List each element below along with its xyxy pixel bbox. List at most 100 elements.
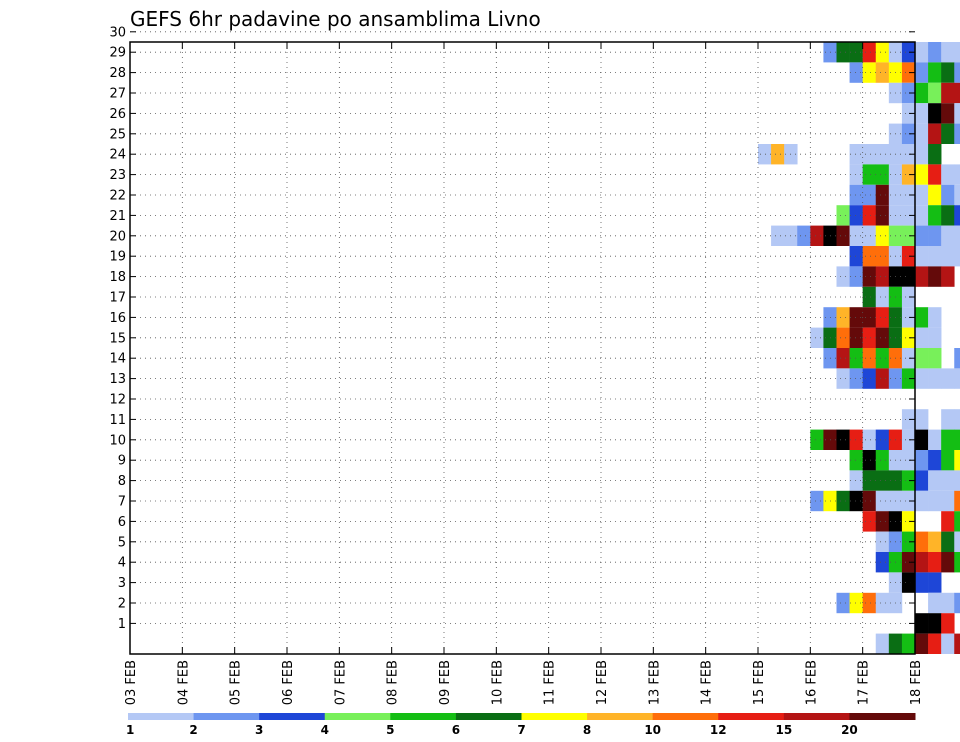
- x-tick-label: 16 FEB: [804, 660, 819, 705]
- x-tick-label: 17 FEB: [857, 660, 872, 705]
- precip-cell: [954, 82, 960, 104]
- precip-cell: [941, 62, 955, 83]
- x-tick-label: 07 FEB: [333, 660, 348, 705]
- precip-cell: [915, 164, 929, 185]
- legend-label: 8: [583, 723, 591, 737]
- precip-cell: [849, 327, 863, 348]
- precip-cell: [875, 552, 890, 573]
- precip-cell: [915, 409, 929, 430]
- precip-cell: [849, 62, 863, 83]
- precip-cell: [849, 42, 863, 63]
- y-tick-label: 21: [109, 209, 126, 224]
- precip-cell: [836, 42, 850, 63]
- precip-cell: [928, 429, 942, 450]
- y-tick-label: 4: [118, 556, 126, 571]
- precip-cell: [928, 450, 942, 471]
- precip-cell: [941, 184, 955, 206]
- precip-cell: [928, 42, 942, 63]
- legend-label: 7: [517, 723, 525, 737]
- precip-cell: [915, 225, 929, 246]
- precip-cell: [875, 225, 890, 246]
- y-tick-label: 17: [109, 291, 126, 306]
- precip-cell: [915, 470, 929, 491]
- precip-cell: [915, 552, 929, 573]
- precip-cell: [941, 225, 955, 246]
- plot-frame: [129, 41, 916, 655]
- legend-label: 10: [644, 723, 661, 737]
- precip-cell: [901, 552, 916, 573]
- precip-cell: [862, 205, 877, 226]
- precip-cell: [941, 470, 955, 491]
- precip-cell: [901, 307, 916, 328]
- precip-cell: [875, 62, 890, 83]
- precip-cell: [915, 450, 929, 471]
- precip-cell: [954, 490, 960, 512]
- precip-cell: [836, 592, 850, 614]
- y-tick-label: 29: [109, 46, 126, 61]
- precip-cell: [849, 450, 863, 471]
- y-tick-label: 6: [118, 515, 126, 530]
- y-tick-label: 2: [118, 597, 126, 612]
- y-tick-label: 28: [109, 66, 126, 81]
- y-tick-label: 13: [109, 372, 126, 387]
- precip-cell: [915, 490, 929, 512]
- legend-label: 5: [386, 723, 394, 737]
- y-tick-label: 10: [109, 433, 126, 448]
- precip-cell: [849, 266, 863, 287]
- legend-label: 4: [321, 723, 329, 737]
- precip-cell: [901, 42, 916, 63]
- precip-cell: [928, 572, 942, 593]
- precip-cell: [862, 470, 877, 491]
- precip-cell: [810, 225, 824, 246]
- precip-cell: [849, 144, 863, 165]
- precip-cell: [954, 62, 960, 83]
- precip-cell: [941, 42, 955, 63]
- y-tick-label: 22: [109, 189, 126, 204]
- precip-cell: [954, 123, 960, 144]
- precip-cell: [875, 286, 890, 308]
- precip-cell: [901, 286, 916, 308]
- precip-cell: [941, 592, 955, 614]
- x-tick-label: 14 FEB: [700, 660, 715, 705]
- precip-cell: [901, 144, 916, 165]
- precip-cell: [901, 246, 916, 267]
- precip-cell: [915, 429, 929, 450]
- precip-cell: [875, 205, 890, 226]
- legend-label: 1: [126, 723, 134, 737]
- precip-cell: [954, 470, 960, 491]
- precip-cell: [901, 450, 916, 471]
- precip-cell: [928, 368, 942, 389]
- precip-cell: [901, 633, 916, 654]
- legend-swatch: [193, 713, 260, 720]
- precip-cell: [915, 184, 929, 206]
- precip-cell: [928, 490, 942, 512]
- legend-swatch: [128, 713, 195, 720]
- precip-cell: [928, 266, 942, 287]
- precip-cell: [849, 225, 863, 246]
- precip-cell: [941, 246, 955, 267]
- precip-cell: [928, 592, 942, 614]
- legend-swatch: [259, 713, 326, 720]
- precip-cell: [862, 62, 877, 83]
- precip-cell: [849, 470, 863, 491]
- precip-cell: [954, 511, 960, 532]
- precip-cell: [954, 225, 960, 246]
- precip-cell: [901, 225, 916, 246]
- precip-cell: [875, 246, 890, 267]
- precip-cell: [875, 42, 890, 63]
- precip-cell: [928, 225, 942, 246]
- legend-label: 3: [255, 723, 263, 737]
- precip-cell: [810, 429, 824, 450]
- precip-cell: [836, 266, 850, 287]
- legend-swatch: [783, 713, 850, 720]
- x-tick-label: 03 FEB: [124, 660, 139, 705]
- chart-title: GEFS 6hr padavine po ansamblima Livno: [130, 7, 541, 31]
- precip-cell: [901, 490, 916, 512]
- precip-cell: [954, 164, 960, 185]
- precip-cell: [862, 429, 877, 450]
- precip-cell: [875, 450, 890, 471]
- legend-label: 12: [710, 723, 727, 737]
- precip-cell: [954, 429, 960, 450]
- precip-cell: [915, 307, 929, 328]
- y-tick-label: 27: [109, 87, 126, 102]
